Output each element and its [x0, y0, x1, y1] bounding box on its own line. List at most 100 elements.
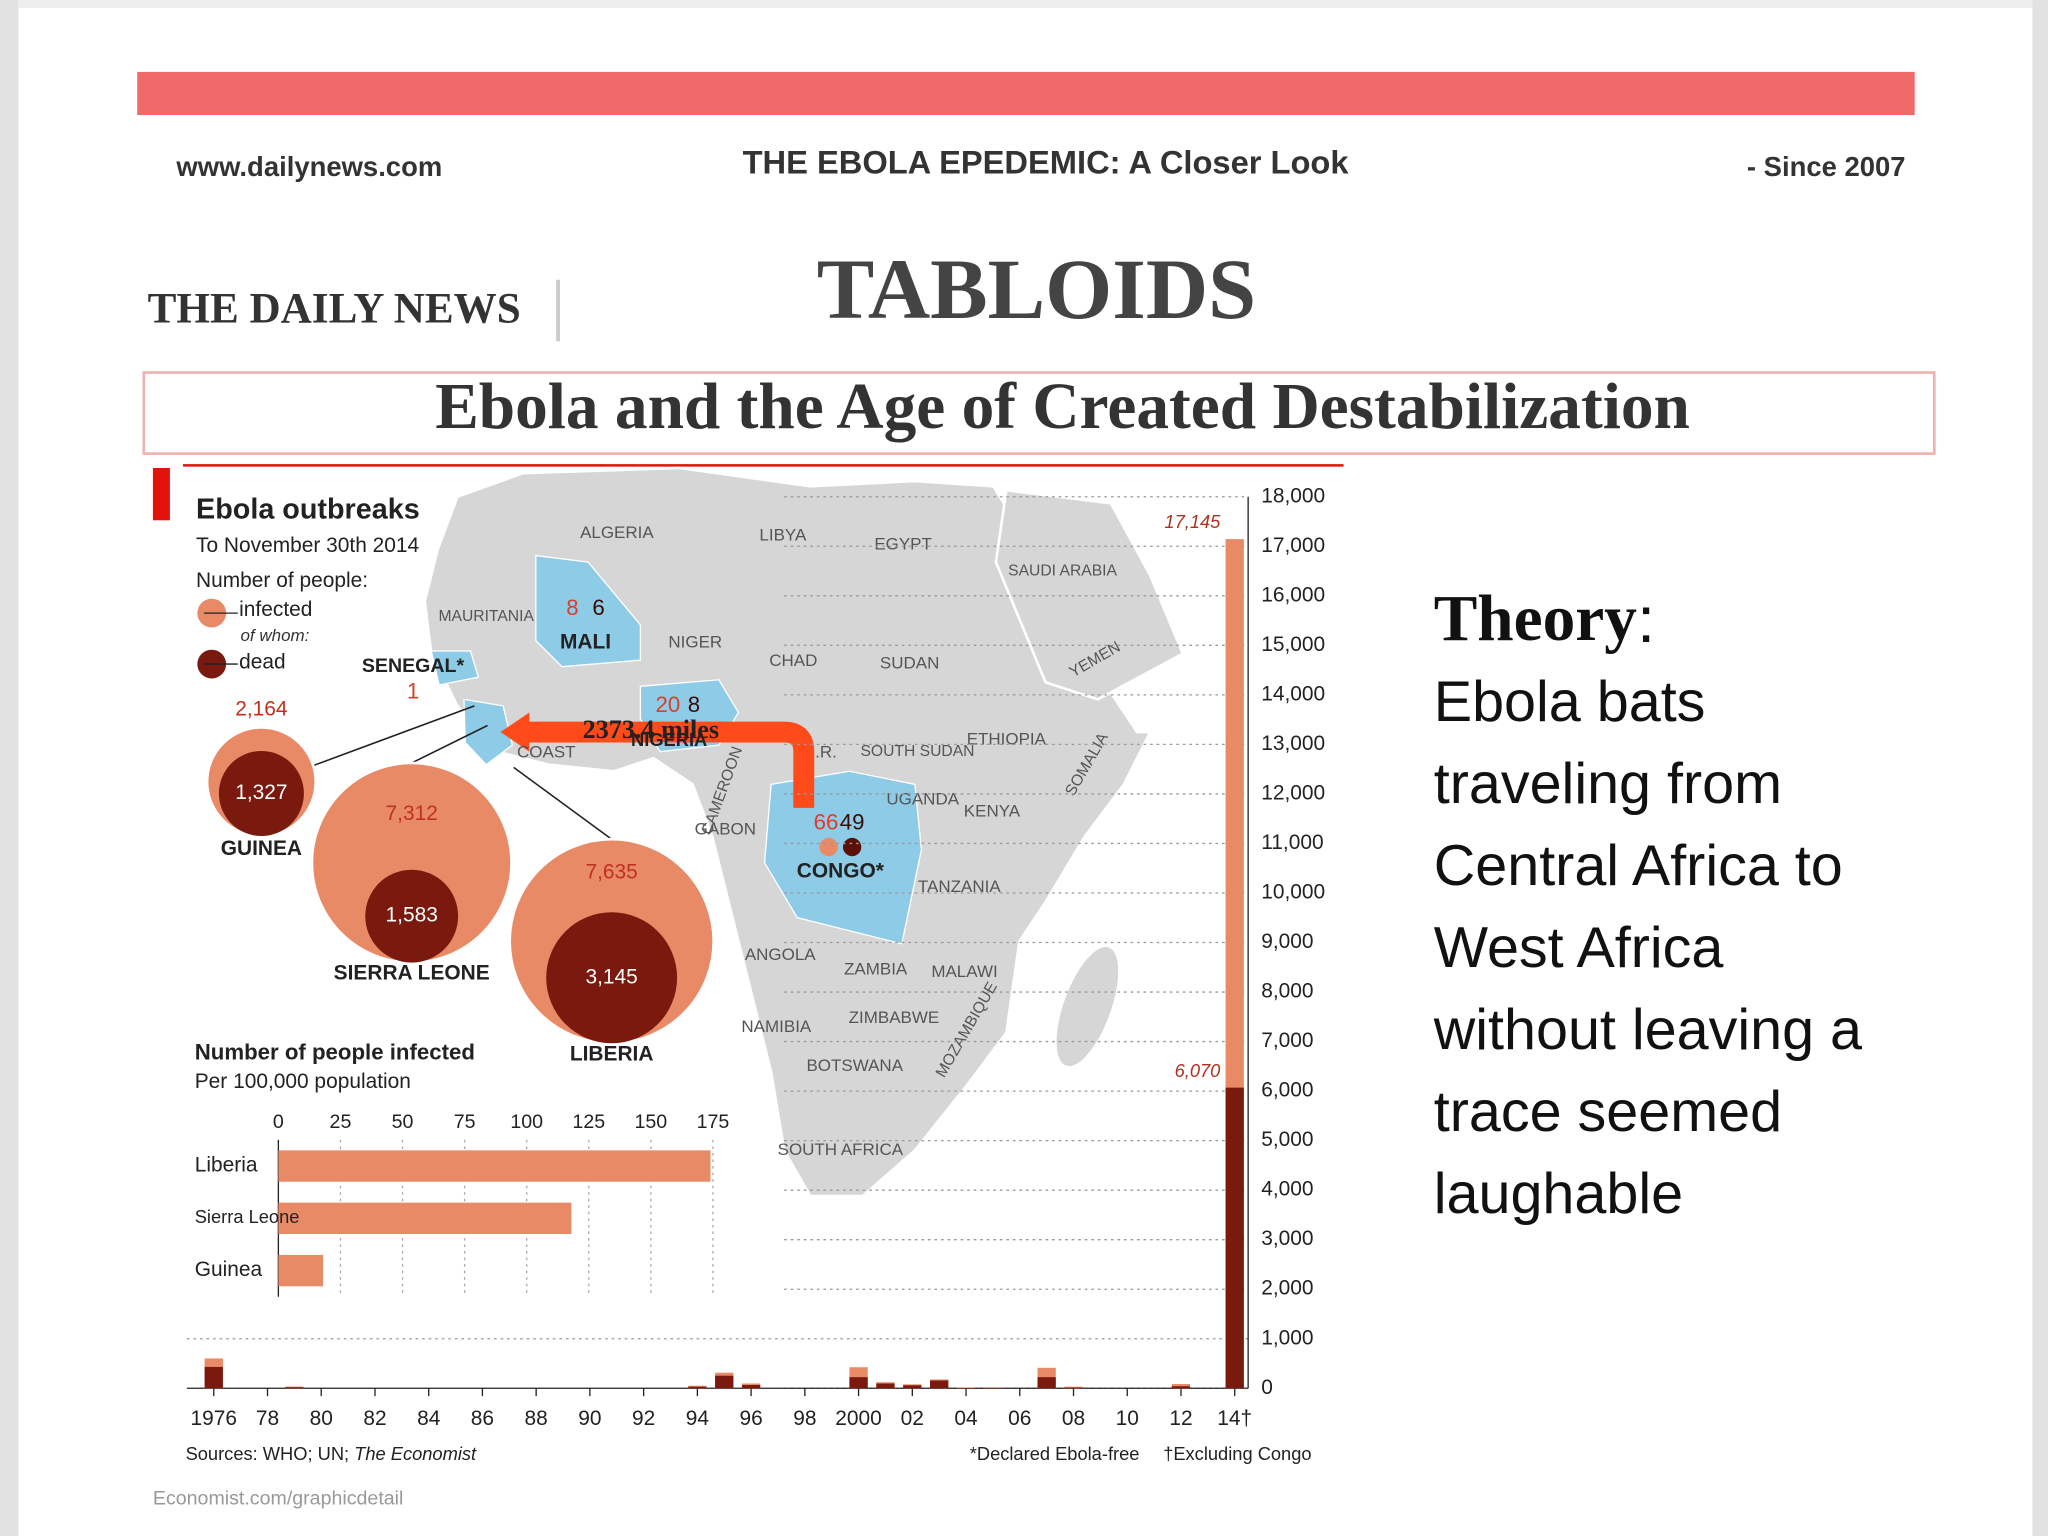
x-tick-label: 150: [635, 1111, 668, 1133]
y-tick-label: 3,000: [1261, 1227, 1313, 1250]
x-tick-label: 50: [392, 1111, 414, 1133]
sources-italic: The Economist: [354, 1443, 477, 1464]
connector: [313, 705, 475, 767]
bar: [903, 1385, 922, 1389]
map-dot: [842, 837, 862, 857]
y-tick-label: 5,000: [1261, 1128, 1313, 1151]
legend-title: Number of people:: [196, 569, 368, 592]
category-label: Guinea: [195, 1258, 263, 1281]
bar: [930, 1380, 949, 1389]
bar: [849, 1377, 868, 1389]
congo: [763, 770, 923, 945]
y-tick-label: 18,000: [1261, 484, 1325, 507]
y-tick-label: 6,000: [1261, 1079, 1313, 1102]
infographic: 2373.4 miles Ebola outbreaks To November…: [152, 464, 1344, 1510]
map-label: SUDAN: [880, 654, 939, 673]
theory-line: Central Africa to: [1434, 834, 1843, 898]
distance-label: 2373.4 miles: [583, 715, 719, 744]
x-tick-label: 98: [793, 1407, 816, 1430]
top-edge: [18, 0, 2033, 8]
bubble-dead: [546, 912, 678, 1044]
info-subtitle: To November 30th 2014: [196, 534, 419, 557]
x-tick-label: 14†: [1217, 1407, 1252, 1430]
legend-entry: infected: [239, 598, 312, 621]
map-label: ANGOLA: [745, 945, 816, 964]
value-label: 17,145: [1164, 511, 1221, 532]
y-tick-label: 16,000: [1261, 583, 1325, 606]
theory-heading: Theory:: [1434, 583, 1655, 656]
y-tick-label: 15,000: [1261, 633, 1325, 656]
bar: [688, 1386, 707, 1389]
country-label: GUINEA: [221, 837, 302, 860]
y-tick-label: 0: [1261, 1376, 1273, 1399]
map-dot: [819, 837, 838, 857]
y-tick-label: 13,000: [1261, 732, 1325, 755]
x-tick-label: 80: [310, 1407, 333, 1430]
map-label: MAURITANIA: [438, 608, 534, 625]
theory: Theory: Ebola bats traveling from Central …: [1433, 583, 1862, 1226]
country-label: LIBERIA: [570, 1042, 654, 1065]
theory-line: trace seemed: [1434, 1080, 1782, 1144]
country-label: SIERRA LEONE: [334, 961, 490, 984]
x-tick-label: 0: [273, 1111, 284, 1133]
map-label: EGYPT: [874, 535, 932, 554]
map-label: SOUTH AFRICA: [778, 1140, 904, 1159]
y-tick-label: 2,000: [1261, 1277, 1313, 1300]
theory-line: Ebola bats: [1434, 670, 1706, 734]
map-label: ALGERIA: [580, 523, 654, 542]
x-tick-label: 94: [686, 1407, 710, 1430]
since: - Since 2007: [1747, 151, 1906, 182]
map-label: SENEGAL*: [362, 655, 465, 677]
west-coast: [463, 698, 514, 766]
map-label: BOTSWANA: [806, 1056, 903, 1075]
y-tick-label: 7,000: [1261, 1029, 1313, 1052]
note-excluding: †Excluding Congo: [1163, 1443, 1311, 1464]
arabia: [994, 488, 1185, 701]
bar: [741, 1385, 761, 1389]
bar: [1064, 1386, 1083, 1389]
headline: THE EBOLA EPEDEMIC: A Closer Look: [743, 143, 1350, 180]
x-tick-label: 06: [1008, 1407, 1031, 1430]
website: www.dailynews.com: [175, 151, 442, 182]
infected-label: 7,312: [386, 802, 438, 825]
bar: [876, 1383, 895, 1389]
x-tick-label: 92: [632, 1407, 655, 1430]
map-label: MALAWI: [931, 962, 997, 981]
map-count-dead: 6: [592, 595, 604, 620]
dead-label: 1,583: [386, 904, 438, 927]
legend-entry: dead: [239, 650, 286, 673]
category-label: Sierra Leone: [195, 1206, 300, 1227]
theory-line: without leaving a: [1433, 998, 1862, 1062]
red-tag: [152, 467, 170, 521]
y-tick-label: 10,000: [1261, 881, 1325, 904]
map-label: TANZANIA: [918, 877, 1001, 896]
right-edge: [2032, 0, 2048, 1536]
map-label: KENYA: [964, 801, 1021, 820]
bar: [1225, 1087, 1244, 1389]
arrow-shaft: [522, 721, 815, 808]
map-label: .R.: [815, 742, 837, 761]
bar: [1037, 1377, 1056, 1389]
mali: [535, 554, 642, 668]
y-tick-label: 1,000: [1261, 1326, 1313, 1349]
bar-title: Number of people infected: [195, 1040, 475, 1065]
x-tick-label: 90: [578, 1407, 601, 1430]
bar: [1064, 1387, 1083, 1389]
y-tick-label: 14,000: [1261, 682, 1325, 705]
map-label: UGANDA: [886, 790, 959, 809]
article-title: Ebola and the Age of Created Destabiliza…: [435, 371, 1690, 443]
map-count-infected: 1: [407, 679, 419, 704]
value-label: 6,070: [1175, 1060, 1222, 1081]
bar: [285, 1387, 304, 1389]
x-tick-label: 2000: [835, 1407, 882, 1430]
x-tick-label: 25: [330, 1111, 352, 1133]
madagascar: [1056, 947, 1119, 1067]
x-tick-label: 84: [417, 1407, 441, 1430]
theory-line: West Africa: [1434, 916, 1724, 980]
bar: [715, 1375, 734, 1389]
footer-url: Economist.com/graphicdetail: [153, 1488, 403, 1510]
dead-label: 1,327: [235, 781, 287, 804]
connector: [513, 766, 613, 840]
x-tick-label: 75: [454, 1111, 476, 1133]
